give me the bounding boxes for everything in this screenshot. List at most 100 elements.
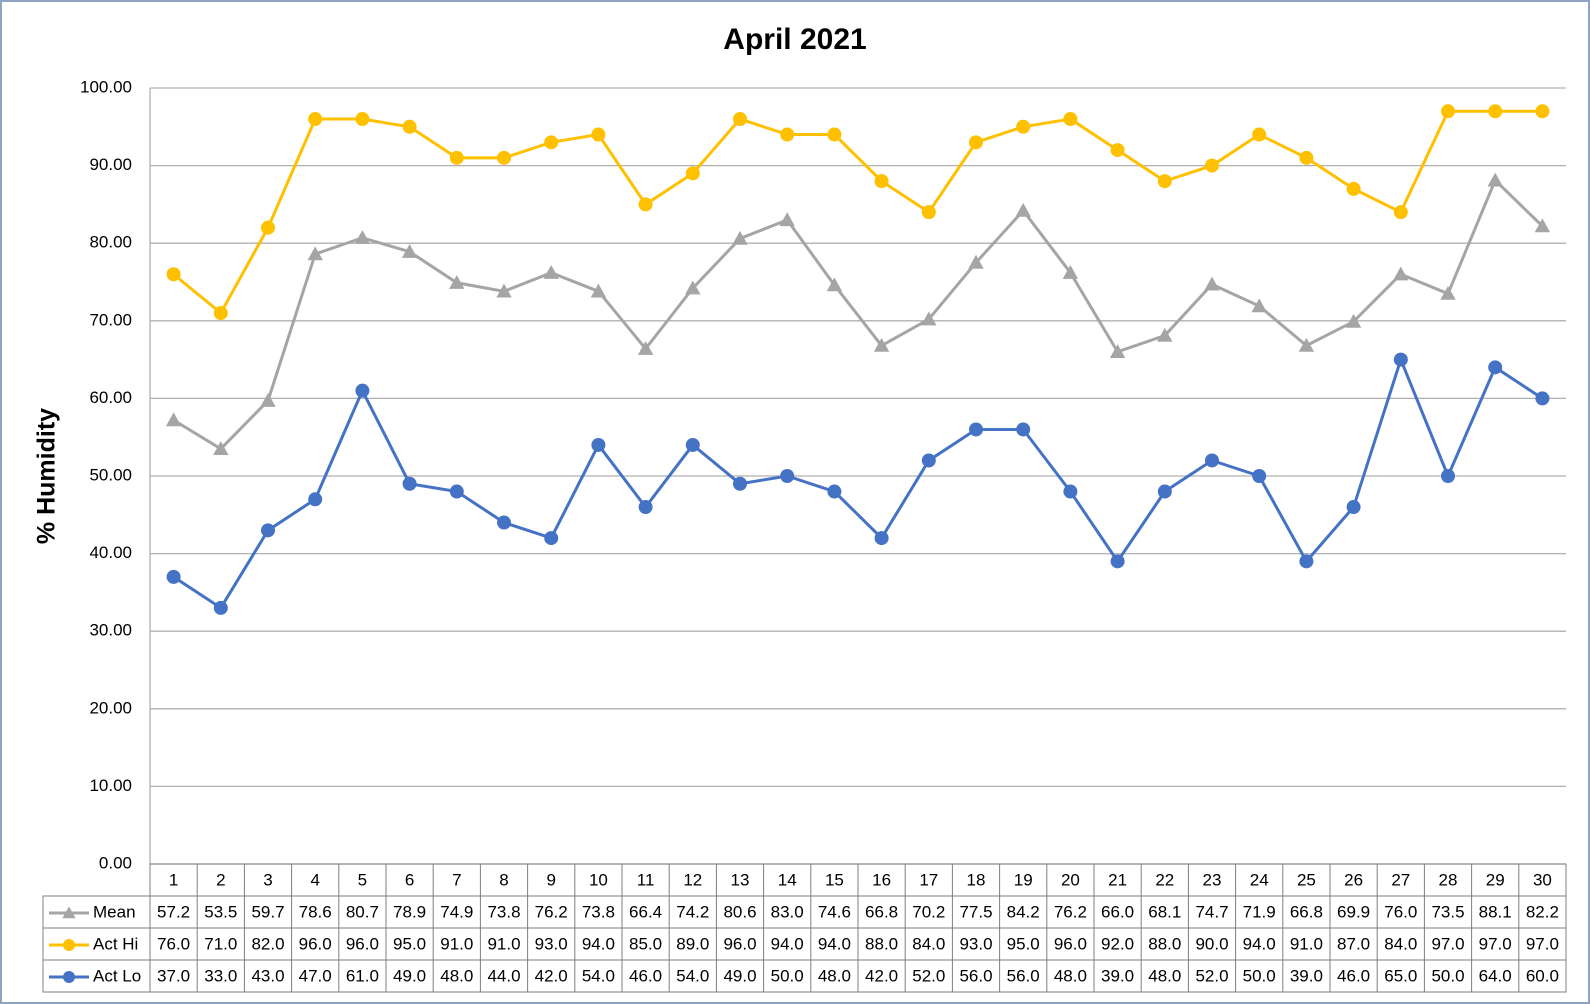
data-table-value: 76.2 — [1054, 902, 1087, 921]
data-point — [591, 437, 606, 452]
data-point — [1015, 202, 1031, 217]
data-table-value: 84.2 — [1007, 902, 1040, 921]
data-point — [1393, 266, 1409, 281]
data-table-value: 39.0 — [1290, 966, 1323, 985]
x-tick-label: 18 — [967, 870, 986, 889]
y-tick-label: 80.00 — [89, 233, 132, 252]
data-table-value: 97.0 — [1526, 934, 1559, 953]
legend-marker — [63, 939, 75, 951]
data-point — [921, 205, 936, 220]
x-tick-label: 13 — [731, 870, 750, 889]
data-table-value: 91.0 — [440, 934, 473, 953]
data-table-value: 78.9 — [393, 902, 426, 921]
data-table-value: 73.5 — [1431, 902, 1464, 921]
data-table-value: 87.0 — [1337, 934, 1370, 953]
y-tick-label: 60.00 — [89, 388, 132, 407]
data-point — [449, 275, 465, 289]
x-tick-label: 16 — [872, 870, 891, 889]
data-table-value: 48.0 — [440, 966, 473, 985]
x-tick-label: 2 — [216, 870, 225, 889]
data-table-value: 46.0 — [1337, 966, 1370, 985]
data-point — [308, 112, 323, 127]
data-point — [355, 383, 370, 398]
data-point — [402, 476, 417, 491]
data-table-value: 56.0 — [959, 966, 992, 985]
data-point — [685, 280, 701, 295]
data-table-value: 48.0 — [818, 966, 851, 985]
data-table-value: 71.0 — [204, 934, 237, 953]
data-point — [590, 283, 607, 298]
x-tick-label: 17 — [919, 870, 938, 889]
data-point — [1157, 174, 1172, 189]
data-point — [307, 246, 323, 261]
data-point — [1488, 360, 1503, 375]
data-table-value: 96.0 — [299, 934, 332, 953]
data-point — [1204, 276, 1220, 291]
data-point — [1440, 285, 1456, 300]
x-tick-label: 4 — [310, 870, 319, 889]
data-point — [1205, 158, 1219, 173]
x-tick-label: 23 — [1203, 870, 1222, 889]
data-point — [308, 492, 323, 507]
data-point — [638, 500, 653, 515]
data-point — [779, 212, 795, 227]
data-table-value: 50.0 — [1243, 966, 1276, 985]
y-tick-label: 10.00 — [89, 776, 132, 795]
data-point — [260, 393, 276, 407]
x-tick-label: 20 — [1061, 870, 1080, 889]
data-table-value: 49.0 — [723, 966, 756, 985]
data-table-value: 39.0 — [1101, 966, 1134, 985]
legend-marker — [63, 971, 75, 983]
data-point — [1345, 313, 1362, 328]
data-table-value: 97.0 — [1431, 934, 1464, 953]
data-table-value: 53.5 — [204, 902, 237, 921]
y-tick-label: 70.00 — [89, 310, 132, 329]
data-table-value: 82.2 — [1526, 902, 1559, 921]
x-tick-label: 9 — [546, 870, 555, 889]
data-table-value: 76.0 — [1384, 902, 1417, 921]
data-point — [1110, 554, 1125, 569]
x-tick-label: 12 — [683, 870, 702, 889]
data-table-value: 80.7 — [346, 902, 379, 921]
data-point — [213, 441, 229, 455]
data-table-value: 73.8 — [582, 902, 615, 921]
data-table-value: 44.0 — [487, 966, 520, 985]
x-tick-label: 29 — [1486, 870, 1505, 889]
data-table-value: 77.5 — [959, 902, 992, 921]
data-point — [827, 127, 842, 142]
data-point — [1298, 337, 1315, 352]
data-point — [1157, 327, 1173, 342]
data-table-value: 84.0 — [912, 934, 945, 953]
x-tick-label: 15 — [825, 870, 844, 889]
x-tick-label: 30 — [1533, 870, 1552, 889]
data-table-value: 52.0 — [912, 966, 945, 985]
data-table-value: 84.0 — [1384, 934, 1417, 953]
x-tick-label: 5 — [358, 870, 367, 889]
data-table-value: 73.8 — [487, 902, 520, 921]
x-tick-label: 25 — [1297, 870, 1316, 889]
data-point — [544, 135, 559, 150]
data-point — [1205, 453, 1219, 468]
data-point — [1252, 127, 1267, 142]
y-axis-label: % Humidity — [33, 408, 61, 544]
data-point — [213, 306, 228, 321]
data-point — [166, 267, 181, 282]
x-tick-label: 14 — [778, 870, 797, 889]
data-table-value: 93.0 — [959, 934, 992, 953]
data-point — [1488, 104, 1503, 119]
x-tick-label: 10 — [589, 870, 608, 889]
data-table-value: 88.1 — [1479, 902, 1512, 921]
data-point — [355, 112, 370, 127]
series-line — [172, 109, 1543, 316]
x-tick-label: 28 — [1439, 870, 1458, 889]
data-point — [165, 412, 182, 427]
x-tick-label: 26 — [1344, 870, 1363, 889]
data-table-value: 70.2 — [912, 902, 945, 921]
data-point — [1346, 181, 1361, 196]
data-point — [1252, 469, 1267, 483]
data-table-value: 89.0 — [676, 934, 709, 953]
data-table-value: 94.0 — [771, 934, 804, 953]
data-table-value: 71.9 — [1243, 902, 1276, 921]
data-point — [1063, 484, 1078, 499]
x-tick-label: 22 — [1155, 870, 1174, 889]
